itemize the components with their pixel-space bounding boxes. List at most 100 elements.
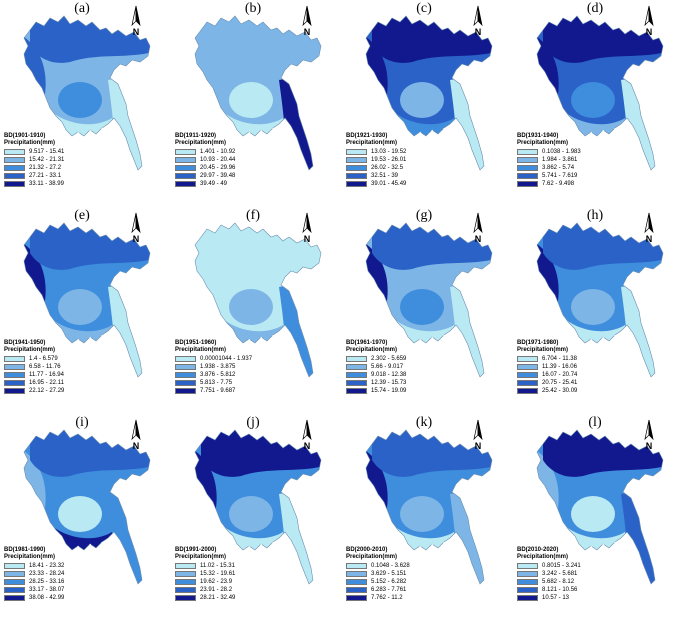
map-center-zone xyxy=(571,496,615,532)
legend-row: 7.762 - 11.2 xyxy=(346,594,410,602)
legend-swatch xyxy=(517,587,538,593)
map-panel: (i) N BD(1981-1990) Precipitation(mm) 18.41 … xyxy=(0,414,171,621)
legend-row: 6.704 - 11.38 xyxy=(517,355,577,363)
north-label: N xyxy=(133,234,140,244)
legend-row: 28.25 - 33.16 xyxy=(4,578,64,586)
legend-swatch xyxy=(517,173,538,179)
map-east-zone xyxy=(621,79,659,170)
legend-subtitle: Precipitation(mm) xyxy=(346,347,398,353)
legend-swatch xyxy=(4,595,25,601)
map-panel: (h) N BD(1971-1980) Precipitation(mm) 6.704 … xyxy=(513,207,684,414)
legend-row: 11.77 - 16.94 xyxy=(4,371,64,379)
north-arrow-icon: N xyxy=(131,212,141,244)
map-legend: BD(1921-1930) Precipitation(mm) 13.03 - 19… xyxy=(346,133,406,188)
map-east-zone xyxy=(450,79,488,170)
map-panel: (c) N BD(1921-1930) Precipitation(mm) 13.03 … xyxy=(342,0,513,207)
legend-swatch xyxy=(346,181,367,187)
map-panel: (l) N BD(2010-2020) Precipitation(mm) 0.8015… xyxy=(513,414,684,621)
legend-class-label: 10.57 - 13 xyxy=(542,594,570,601)
legend-swatch xyxy=(517,595,538,601)
legend-swatch xyxy=(517,364,538,370)
legend-class-label: 2.302 - 5.659 xyxy=(371,355,407,362)
map-east-zone xyxy=(279,493,317,584)
legend-swatch xyxy=(517,356,538,362)
legend-title: BD(1921-1930) xyxy=(346,133,388,139)
coastline-detail xyxy=(248,127,276,141)
precipitation-map xyxy=(23,429,151,585)
map-legend: BD(1951-1960) Precipitation(mm) 0.00001044… xyxy=(175,340,252,395)
legend-class-label: 15.32 - 19.61 xyxy=(200,570,236,577)
legend-swatch xyxy=(4,579,25,585)
legend-row: 1.401 - 10.92 xyxy=(175,148,235,156)
legend-row: 22.12 - 27.29 xyxy=(4,387,64,395)
map-panel: (b) N BD(1911-1920) Precipitation(mm) 1.401 … xyxy=(171,0,342,207)
legend-swatch xyxy=(517,579,538,585)
legend-swatch xyxy=(175,165,196,171)
legend-swatch xyxy=(346,157,367,163)
legend-row: 9.018 - 12.38 xyxy=(346,371,406,379)
legend-class-label: 19.62 - 23.9 xyxy=(200,578,233,585)
legend-row: 6.58 - 11.76 xyxy=(4,363,64,371)
panel-label: (k) xyxy=(415,415,433,430)
north-label: N xyxy=(646,441,653,451)
legend-row: 33.11 - 38.99 xyxy=(4,180,64,188)
panel-label: (j) xyxy=(246,415,260,430)
legend-class-label: 32.51 - 39 xyxy=(371,172,399,179)
legend-class-label: 10.93 - 20.44 xyxy=(200,156,236,163)
legend-class-label: 25.42 - 30.09 xyxy=(542,387,578,394)
country-outline xyxy=(365,15,493,171)
panel-label: (c) xyxy=(416,1,432,16)
legend-row: 3.242 - 5.681 xyxy=(517,570,581,578)
legend-swatch xyxy=(175,356,196,362)
country-outline xyxy=(23,429,151,585)
country-outline xyxy=(194,429,322,585)
precipitation-map xyxy=(194,222,322,378)
legend-class-label: 8.121 - 10.56 xyxy=(542,586,578,593)
coastline-detail xyxy=(419,127,447,141)
legend-title: BD(1981-1990) xyxy=(4,547,46,553)
legend-class-label: 3.862 - 5.74 xyxy=(542,164,575,171)
legend-swatch xyxy=(4,165,25,171)
legend-row: 7.751 - 9.687 xyxy=(175,387,252,395)
legend-class-label: 27.21 - 33.1 xyxy=(29,172,62,179)
legend-swatch xyxy=(4,380,25,386)
country-outline xyxy=(194,222,322,378)
north-label: N xyxy=(646,234,653,244)
legend-row: 1.984 - 3.861 xyxy=(517,156,581,164)
north-label: N xyxy=(133,441,140,451)
legend-swatch xyxy=(346,587,367,593)
map-legend: BD(2010-2020) Precipitation(mm) 0.8015 - 3… xyxy=(517,547,581,602)
legend-swatch xyxy=(175,595,196,601)
legend-swatch xyxy=(175,364,196,370)
legend-swatch xyxy=(175,563,196,569)
legend-subtitle: Precipitation(mm) xyxy=(346,140,398,146)
legend-swatch xyxy=(4,356,25,362)
legend-class-label: 23.91 - 28.2 xyxy=(200,586,233,593)
map-center-zone xyxy=(58,289,102,325)
legend-row: 3.862 - 5.74 xyxy=(517,164,581,172)
north-arrow-icon: N xyxy=(644,5,654,37)
legend-row: 8.121 - 10.56 xyxy=(517,586,581,594)
legend-swatch xyxy=(346,595,367,601)
legend-title: BD(1971-1980) xyxy=(517,340,559,346)
legend-swatch xyxy=(175,149,196,155)
legend-class-label: 3.242 - 5.681 xyxy=(542,570,578,577)
north-arrow-icon: N xyxy=(302,419,312,451)
legend-class-label: 33.11 - 38.99 xyxy=(29,180,64,187)
map-east-zone xyxy=(108,79,146,170)
map-center-zone xyxy=(58,82,102,118)
legend-class-label: 20.45 - 29.96 xyxy=(200,164,236,171)
map-center-zone xyxy=(58,496,102,532)
north-arrow-icon: N xyxy=(473,5,483,37)
legend-row: 5.682 - 8.12 xyxy=(517,578,581,586)
legend-swatch xyxy=(175,173,196,179)
legend-row: 20.45 - 29.96 xyxy=(175,164,235,172)
legend-row: 20.75 - 25.41 xyxy=(517,379,577,387)
north-arrow-icon: N xyxy=(473,419,483,451)
legend-class-label: 26.02 - 32.5 xyxy=(371,164,404,171)
legend-subtitle: Precipitation(mm) xyxy=(4,554,56,560)
legend-class-label: 7.751 - 9.687 xyxy=(200,387,236,394)
map-east-zone xyxy=(279,79,317,170)
north-label: N xyxy=(304,441,311,451)
legend-subtitle: Precipitation(mm) xyxy=(517,347,569,353)
